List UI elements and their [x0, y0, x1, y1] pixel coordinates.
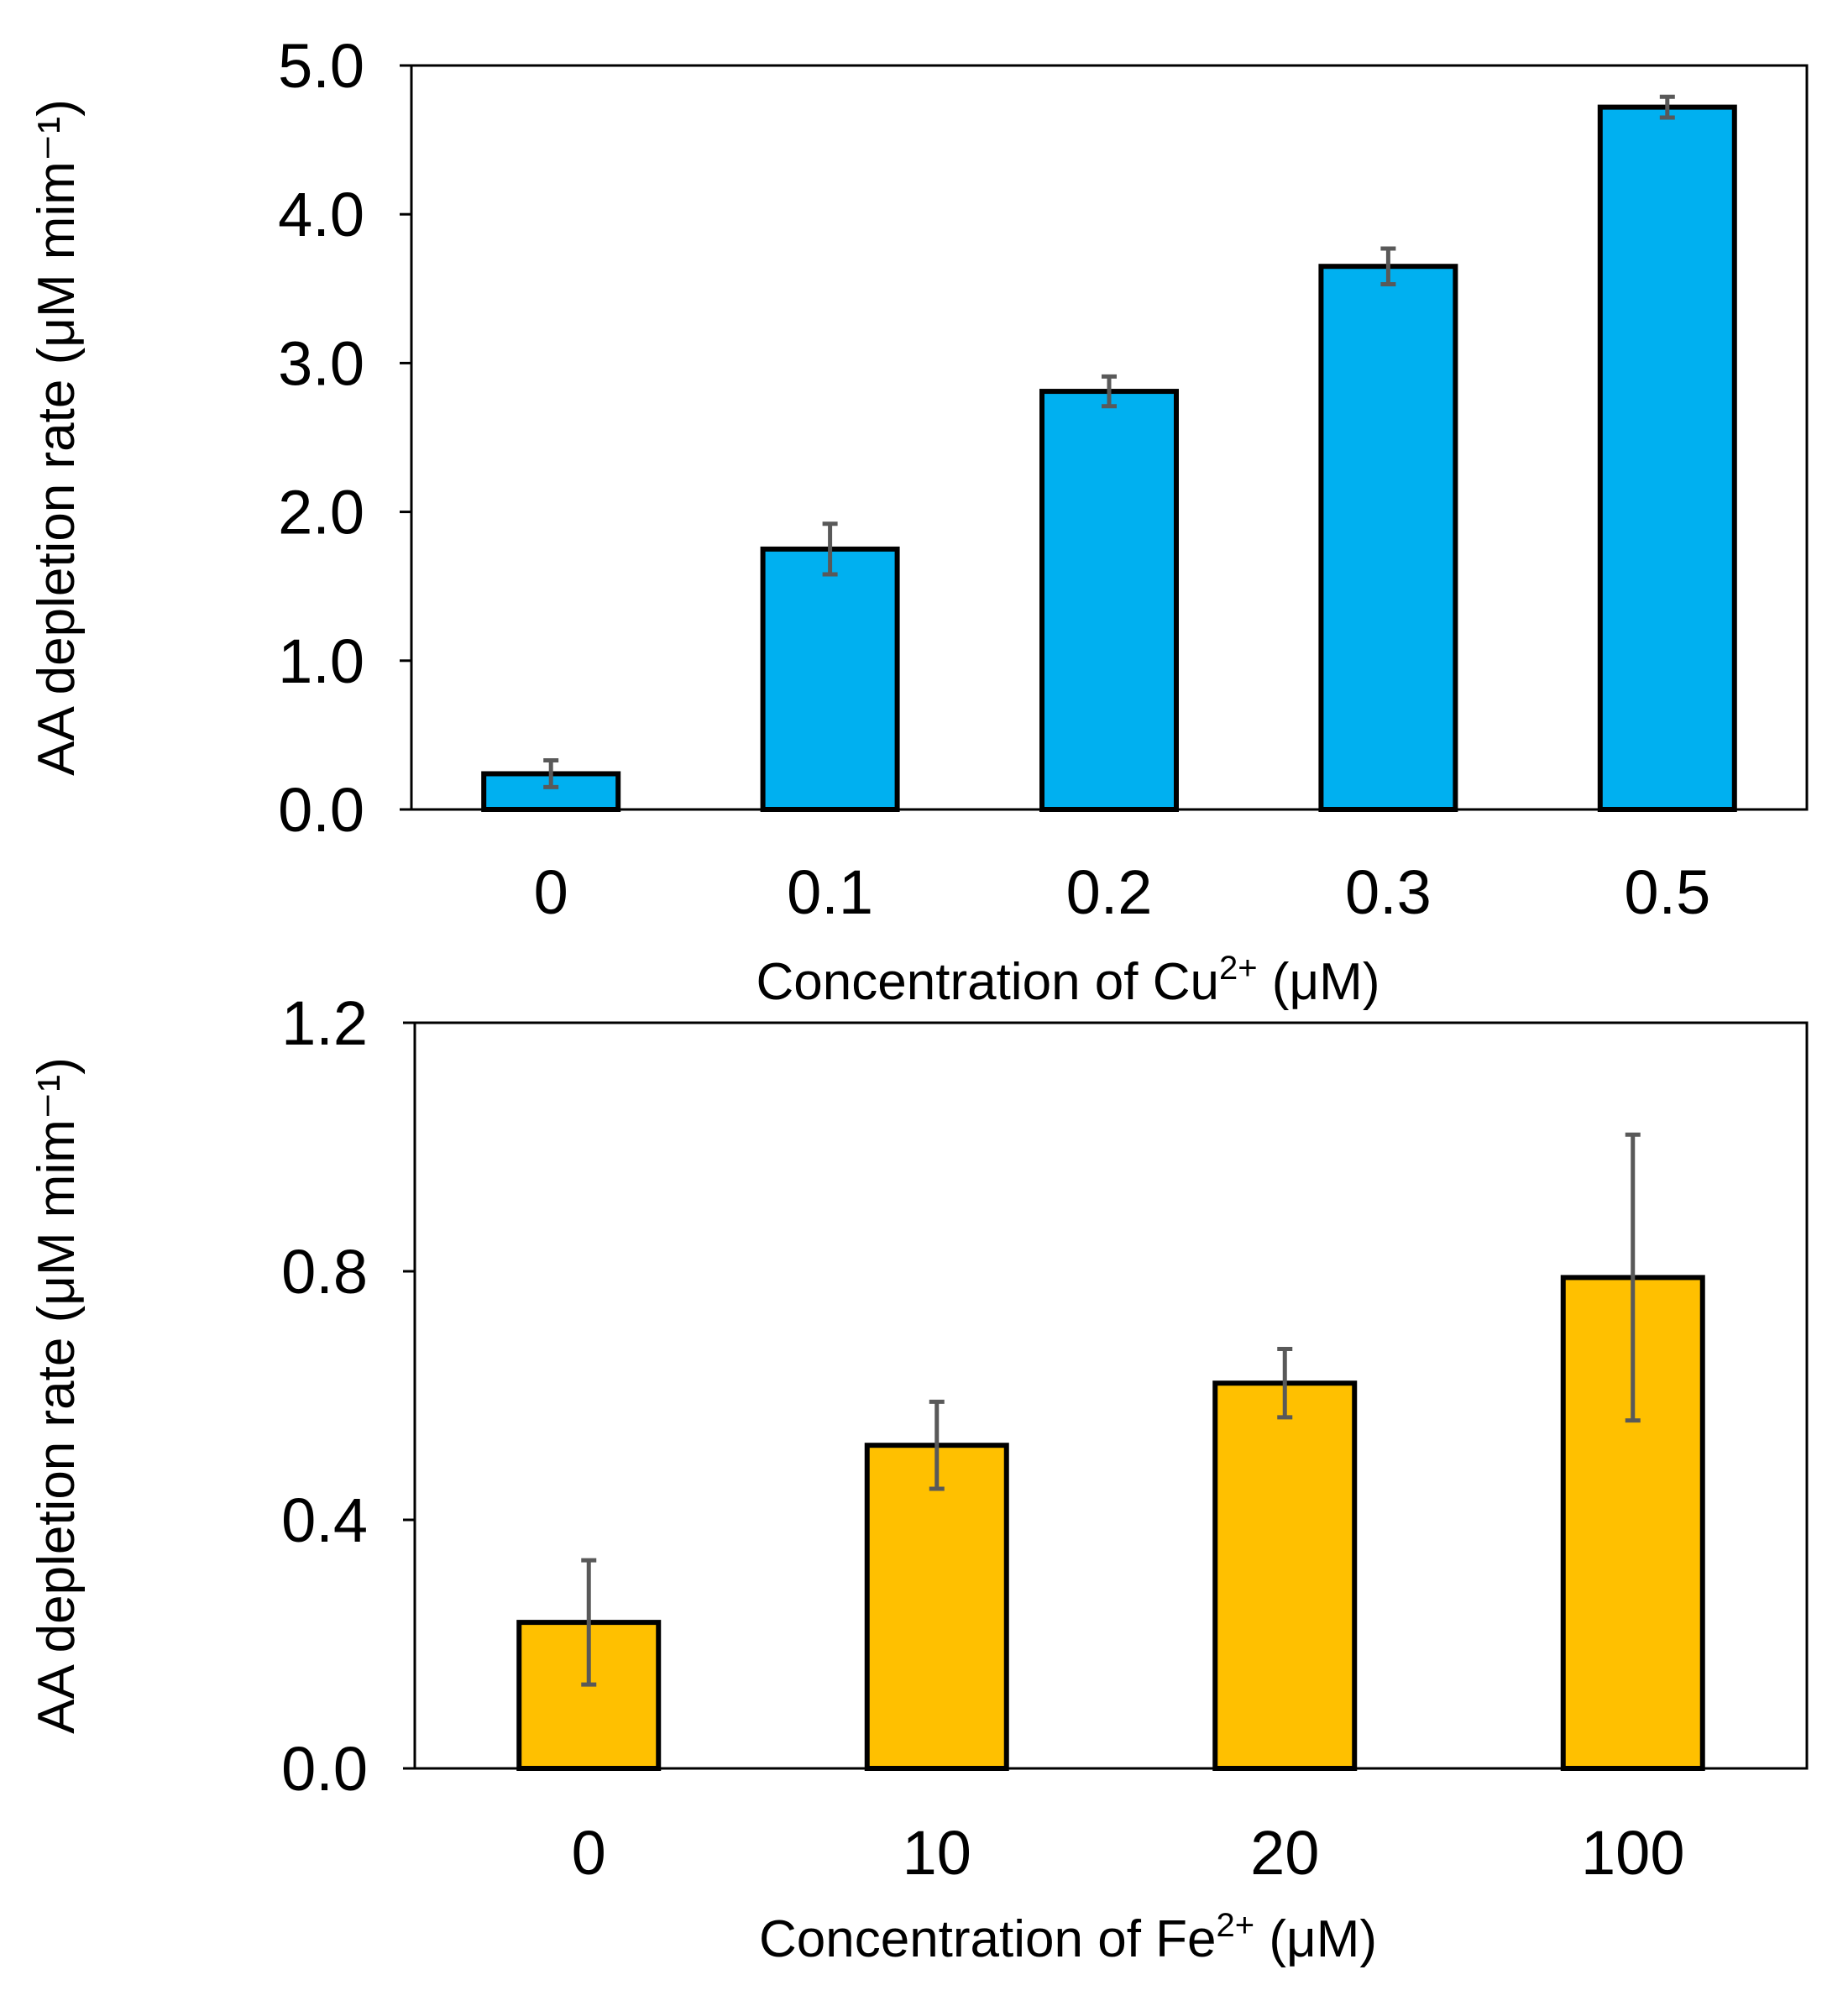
- x-tick-label: 0.1: [787, 857, 873, 927]
- y-tick-label: 5.0: [278, 31, 364, 101]
- chart-fe: 0.0 0.4 0.8 1.2 0 10 20 100 AA depletion rate …: [28, 988, 1809, 1968]
- x-tick-label: 20: [1250, 1818, 1319, 1888]
- x-ticks-group: 0 10 20 100: [572, 1818, 1685, 1888]
- y-tick-label: 4.0: [278, 180, 364, 249]
- x-tick-label: 0.2: [1066, 857, 1153, 927]
- y-tick-label: 0.8: [281, 1237, 368, 1307]
- x-tick-label: 100: [1581, 1818, 1684, 1888]
- chart-cu: 0.0 1.0 2.0 3.0 4.0 5.0 0 0.1 0.2 0.3 0.5 AA depl…: [28, 31, 1809, 1011]
- y-axis-title: AA depletion rate (μM mim⁻¹): [28, 1057, 86, 1734]
- y-tick-label: 0.0: [278, 775, 364, 845]
- x-axis-title-main: Concentration of Cu: [756, 953, 1219, 1011]
- x-tick-label: 10: [903, 1818, 971, 1888]
- y-tick-label: 0.0: [281, 1734, 368, 1804]
- bar: [1318, 264, 1458, 813]
- bar: [1039, 389, 1179, 812]
- plot-area-frame: [413, 1021, 1809, 1770]
- x-axis-title-main: Concentration of Fe: [759, 1910, 1217, 1968]
- x-axis-title-tail: (μM): [1254, 1910, 1377, 1968]
- x-axis-title: Concentration of Fe2+ (μM): [759, 1907, 1377, 1968]
- bars-group: [481, 94, 1737, 813]
- y-ticks-group: 0.0 0.4 0.8 1.2: [281, 988, 415, 1804]
- x-tick-label: 0.5: [1624, 857, 1710, 927]
- x-ticks-group: 0 0.1 0.2 0.3 0.5: [534, 857, 1711, 927]
- y-tick-label: 2.0: [278, 478, 364, 547]
- bar: [1597, 104, 1737, 812]
- x-tick-label: 0.3: [1345, 857, 1432, 927]
- x-tick-label: 0: [572, 1818, 606, 1888]
- y-tick-label: 0.4: [281, 1485, 368, 1555]
- x-axis-title: Concentration of Cu2+ (μM): [756, 950, 1380, 1011]
- y-ticks-group: 0.0 1.0 2.0 3.0 4.0 5.0: [278, 31, 411, 845]
- x-axis-title-tail: (μM): [1258, 953, 1380, 1011]
- bar: [1212, 1380, 1358, 1771]
- bar: [864, 1443, 1009, 1771]
- x-axis-title-sup: 2+: [1219, 950, 1258, 987]
- y-tick-label: 3.0: [278, 328, 364, 398]
- x-axis-title-sup: 2+: [1217, 1907, 1255, 1944]
- y-axis-title: AA depletion rate (μM mim⁻¹): [28, 99, 86, 776]
- x-tick-label: 0: [534, 857, 568, 927]
- bar: [760, 546, 900, 813]
- bars-group: [516, 1132, 1705, 1771]
- y-tick-label: 1.2: [281, 988, 368, 1058]
- y-tick-label: 1.0: [278, 626, 364, 696]
